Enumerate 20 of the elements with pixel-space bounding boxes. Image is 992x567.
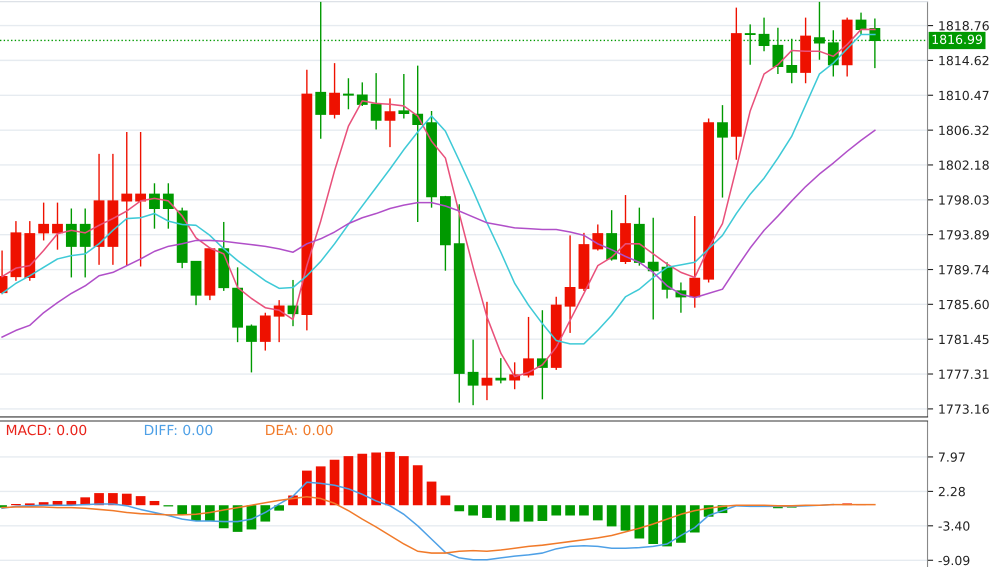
y-tick-label: 1793.89 [939, 230, 989, 240]
y-tick-label: 1798.03 [939, 195, 989, 205]
y-tick-label: 1789.74 [939, 264, 989, 274]
y-tick-label: 1806.32 [939, 126, 988, 136]
y-tick-label: 1785.60 [939, 300, 989, 310]
y-tick-label: 1773.16 [939, 404, 989, 414]
text: DEA: 0.00 [266, 424, 333, 436]
text: DIFF: 0.00 [144, 424, 212, 436]
y-tick-label: 1818.76 [939, 21, 989, 30]
y-tick-label: 7.97 [938, 452, 965, 462]
y-tick-label: 1810.47 [939, 90, 989, 100]
ref-line-label: 1816.99 [932, 34, 982, 44]
y-tick-label: -9.09 [938, 556, 970, 566]
y-tick-label: 1814.62 [939, 56, 988, 66]
text: MACD: 0.00 [6, 424, 86, 436]
y-tick-label: -3.40 [938, 521, 970, 531]
y-tick-label: 1777.31 [939, 369, 988, 379]
y-tick-label: 2.28 [938, 486, 965, 496]
y-tick-label: 1802.18 [939, 160, 989, 170]
y-tick-label: 1781.45 [939, 334, 989, 344]
